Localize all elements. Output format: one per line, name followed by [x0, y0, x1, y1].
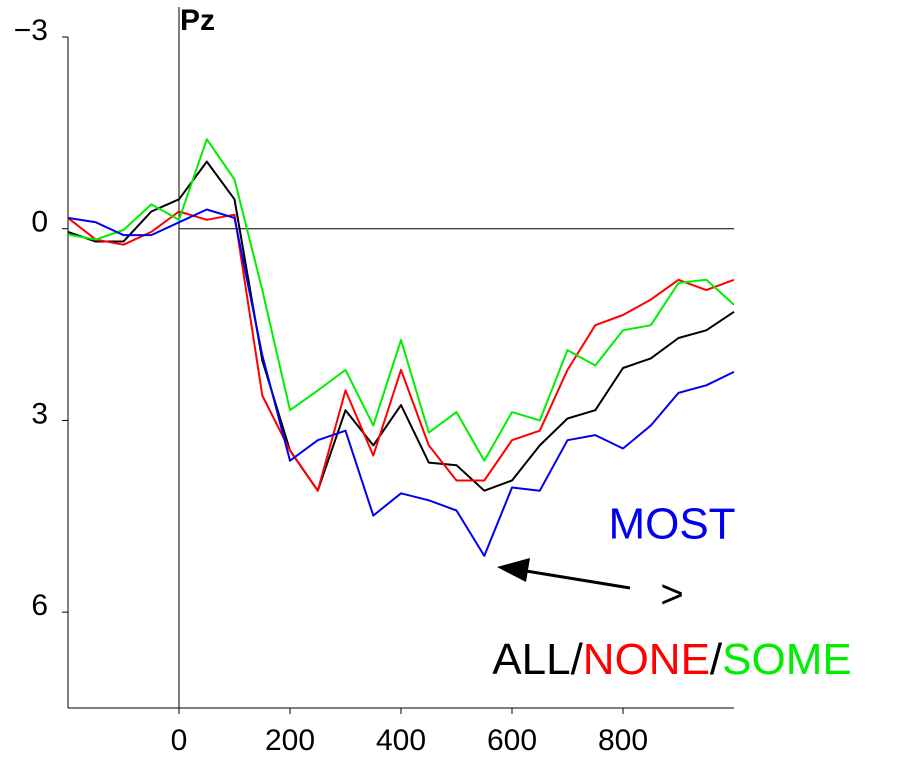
y-tick-label: −3	[14, 14, 48, 47]
x-tick-label: 200	[265, 724, 315, 757]
y-tick-label: 6	[31, 589, 48, 622]
legend-all: ALL	[492, 635, 570, 684]
y-tick-label: 0	[31, 206, 48, 239]
x-tick-label: 0	[171, 724, 188, 757]
legend-none: NONE	[583, 635, 710, 684]
x-tick-label: 400	[376, 724, 426, 757]
x-tick-label: 600	[487, 724, 537, 757]
legend-some: SOME	[722, 635, 852, 684]
y-tick-label: 3	[31, 397, 48, 430]
chart-title: Pz	[180, 4, 215, 37]
legend-most: MOST	[608, 500, 735, 549]
legend-separator: /	[571, 635, 584, 684]
legend-group: ALL/NONE/SOME	[492, 635, 851, 684]
legend-separator: /	[710, 635, 723, 684]
arrow-shaft	[519, 568, 631, 590]
x-tick-label: 800	[598, 724, 648, 757]
comparison-sign: >	[660, 573, 683, 617]
series-line	[67, 210, 735, 492]
arrow-head	[497, 558, 530, 582]
series-line	[67, 208, 735, 557]
series-line	[67, 138, 735, 462]
series-line	[67, 160, 735, 492]
